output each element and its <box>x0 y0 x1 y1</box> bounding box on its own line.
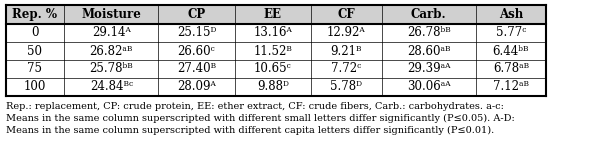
Text: 26.82ᵃᴮ: 26.82ᵃᴮ <box>89 45 133 57</box>
Text: 25.15ᴰ: 25.15ᴰ <box>177 27 216 39</box>
Text: 24.84ᴮᶜ: 24.84ᴮᶜ <box>90 81 133 93</box>
Text: 29.39ᵃᴬ: 29.39ᵃᴬ <box>407 63 451 75</box>
Text: Rep. %: Rep. % <box>13 8 58 21</box>
Text: 29.14ᴬ: 29.14ᴬ <box>92 27 131 39</box>
Text: CP: CP <box>187 8 206 21</box>
Text: 11.52ᴮ: 11.52ᴮ <box>253 45 292 57</box>
Text: Rep.: replacement, CP: crude protein, EE: ether extract, CF: crude fibers, Carb.: Rep.: replacement, CP: crude protein, EE… <box>5 102 514 135</box>
Text: Carb.: Carb. <box>411 8 446 21</box>
Text: 5.78ᴰ: 5.78ᴰ <box>331 81 362 93</box>
Text: 100: 100 <box>24 81 46 93</box>
Text: 6.44ᵇᴮ: 6.44ᵇᴮ <box>493 45 529 57</box>
Text: 9.21ᴮ: 9.21ᴮ <box>331 45 362 57</box>
Text: 13.16ᴬ: 13.16ᴬ <box>253 27 292 39</box>
Text: 26.78ᵇᴮ: 26.78ᵇᴮ <box>407 27 451 39</box>
Text: 75: 75 <box>28 63 43 75</box>
Text: EE: EE <box>264 8 282 21</box>
Text: 10.65ᶜ: 10.65ᶜ <box>254 63 292 75</box>
Text: 7.72ᶜ: 7.72ᶜ <box>331 63 361 75</box>
Text: 30.06ᵃᴬ: 30.06ᵃᴬ <box>407 81 451 93</box>
Text: Ash: Ash <box>499 8 523 21</box>
Text: 28.09ᴬ: 28.09ᴬ <box>177 81 216 93</box>
Text: 0: 0 <box>31 27 38 39</box>
Text: 6.78ᵃᴮ: 6.78ᵃᴮ <box>493 63 529 75</box>
Text: 9.88ᴰ: 9.88ᴰ <box>257 81 289 93</box>
Text: 50: 50 <box>28 45 43 57</box>
Text: 5.77ᶜ: 5.77ᶜ <box>496 27 526 39</box>
Text: CF: CF <box>337 8 355 21</box>
Text: 25.78ᵇᴮ: 25.78ᵇᴮ <box>89 63 133 75</box>
Text: 7.12ᵃᴮ: 7.12ᵃᴮ <box>493 81 529 93</box>
Text: Moisture: Moisture <box>82 8 141 21</box>
Text: 28.60ᵃᴮ: 28.60ᵃᴮ <box>407 45 451 57</box>
Text: 26.60ᶜ: 26.60ᶜ <box>178 45 215 57</box>
Text: 12.92ᴬ: 12.92ᴬ <box>327 27 365 39</box>
Text: 27.40ᴮ: 27.40ᴮ <box>177 63 216 75</box>
Bar <box>5 4 546 24</box>
